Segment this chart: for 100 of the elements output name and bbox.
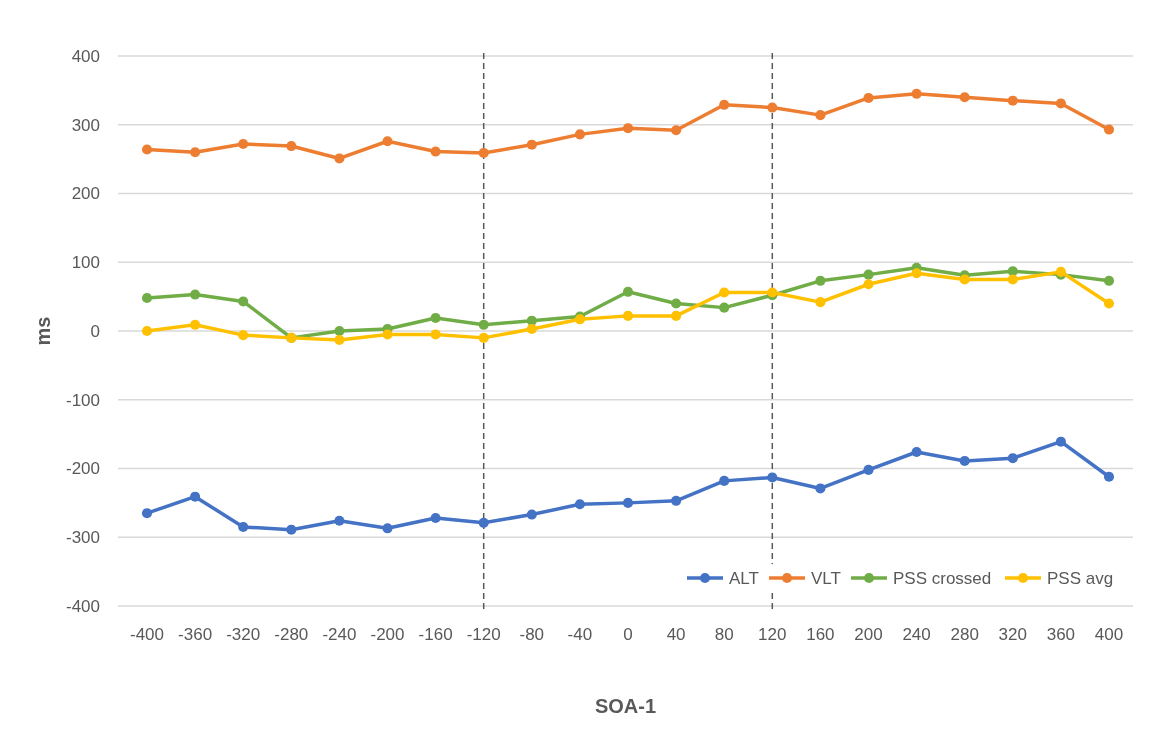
point	[815, 297, 826, 308]
point	[526, 509, 537, 520]
point	[671, 125, 682, 136]
x-tick-label: 240	[902, 625, 931, 644]
point	[238, 138, 249, 150]
point	[1103, 275, 1115, 286]
point	[622, 497, 634, 508]
y-tick-label: -100	[65, 390, 100, 410]
y-tick-label: -400	[65, 596, 100, 616]
point	[911, 446, 922, 458]
point	[574, 129, 585, 140]
point	[863, 269, 874, 280]
x-tick-label: 80	[714, 625, 734, 644]
point	[815, 110, 826, 121]
point	[719, 475, 730, 486]
legend-label: PSS crossed	[893, 568, 992, 588]
point	[719, 302, 730, 313]
point	[863, 92, 874, 103]
x-tick-label: 40	[666, 625, 686, 644]
point	[574, 499, 585, 510]
legend-label: ALT	[729, 568, 759, 588]
y-tick-label: -300	[65, 528, 100, 548]
x-tick-label: 320	[998, 625, 1027, 644]
point	[815, 275, 826, 286]
point	[141, 144, 153, 155]
point	[671, 495, 682, 506]
point	[141, 325, 153, 337]
point	[719, 287, 730, 298]
y-tick-label: 200	[71, 184, 100, 204]
point	[478, 517, 489, 528]
point	[767, 472, 778, 483]
point	[141, 508, 153, 519]
point	[286, 141, 297, 152]
point	[190, 319, 201, 330]
x-tick-label: -40	[567, 625, 593, 644]
point	[671, 310, 682, 321]
point	[622, 123, 634, 134]
y-axis-title: ms	[32, 316, 54, 346]
point	[1007, 453, 1018, 464]
point	[190, 491, 201, 502]
point	[911, 88, 922, 99]
point	[478, 332, 489, 343]
point	[526, 323, 537, 334]
point	[430, 329, 441, 340]
x-tick-label: 0	[623, 625, 633, 644]
x-tick-label: 400	[1094, 625, 1124, 644]
x-tick-label: 280	[950, 625, 979, 644]
point	[334, 515, 345, 526]
point	[1007, 95, 1018, 106]
y-tick-label: 400	[71, 46, 100, 66]
x-tick-label: -120	[466, 625, 501, 644]
point	[671, 298, 682, 309]
point	[238, 296, 249, 307]
y-tick-label: 300	[71, 115, 100, 135]
point	[334, 153, 345, 164]
point	[959, 455, 970, 466]
point	[190, 289, 201, 300]
x-tick-label: -280	[274, 625, 309, 644]
y-tick-label: -200	[65, 459, 100, 479]
x-axis-title: SOA-1	[594, 695, 657, 717]
point	[334, 325, 345, 337]
point	[526, 139, 537, 150]
point	[622, 286, 634, 297]
x-tick-label: -320	[226, 625, 261, 644]
point	[1007, 274, 1018, 285]
point	[478, 147, 489, 158]
point	[1007, 266, 1018, 277]
point	[430, 146, 441, 157]
point	[286, 524, 297, 535]
x-tick-label: 120	[758, 625, 787, 644]
point	[382, 523, 393, 534]
point	[1103, 298, 1115, 309]
point	[382, 136, 393, 147]
legend-label: VLT	[811, 568, 841, 588]
point	[238, 330, 249, 341]
point	[1103, 471, 1115, 482]
x-tick-label: -160	[418, 625, 453, 644]
point	[190, 147, 201, 158]
point	[1103, 124, 1115, 135]
point	[382, 329, 393, 340]
legend-label: PSS avg	[1047, 568, 1114, 588]
point	[911, 268, 922, 279]
point	[959, 92, 970, 103]
point	[430, 512, 441, 524]
point	[959, 274, 970, 285]
point	[141, 292, 153, 304]
point	[719, 99, 730, 110]
point	[863, 464, 874, 475]
x-tick-label: 360	[1046, 625, 1076, 644]
point	[478, 319, 489, 330]
x-tick-label: 160	[806, 625, 835, 644]
y-tick-label: 100	[71, 253, 100, 273]
y-tick-label: 0	[90, 321, 100, 341]
x-tick-label: -360	[178, 625, 213, 644]
point	[767, 102, 778, 113]
point	[334, 334, 345, 345]
x-tick-label: -400	[129, 625, 165, 644]
point	[1055, 436, 1066, 447]
x-tick-label: -240	[322, 625, 357, 644]
x-tick-label: -200	[370, 625, 405, 644]
